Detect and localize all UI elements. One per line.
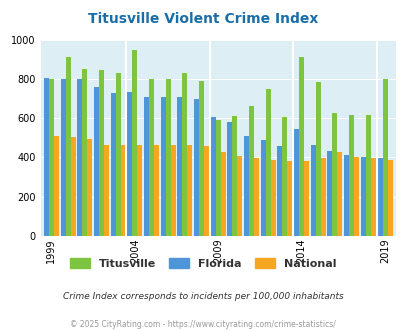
Bar <box>320 158 325 236</box>
Bar <box>127 92 132 236</box>
Bar <box>370 158 375 236</box>
Bar <box>177 97 182 236</box>
Bar <box>49 79 54 236</box>
Text: Titusville Violent Crime Index: Titusville Violent Crime Index <box>87 12 318 25</box>
Bar <box>87 139 92 236</box>
Bar <box>327 150 332 236</box>
Bar <box>298 57 303 236</box>
Bar <box>210 117 215 236</box>
Bar <box>353 157 358 236</box>
Bar <box>120 145 126 236</box>
Bar <box>303 161 308 236</box>
Bar <box>149 79 153 236</box>
Bar <box>99 70 104 236</box>
Bar <box>287 161 292 236</box>
Bar <box>310 145 315 236</box>
Bar <box>293 129 298 236</box>
Bar <box>220 151 225 236</box>
Bar <box>111 93 115 236</box>
Bar <box>277 146 282 236</box>
Text: © 2025 CityRating.com - https://www.cityrating.com/crime-statistics/: © 2025 CityRating.com - https://www.city… <box>70 320 335 329</box>
Bar <box>265 89 270 236</box>
Bar <box>337 151 342 236</box>
Bar <box>194 99 198 236</box>
Bar <box>70 137 75 236</box>
Bar <box>332 113 337 236</box>
Bar <box>137 145 142 236</box>
Bar <box>377 158 382 236</box>
Bar <box>348 115 353 236</box>
Bar <box>54 136 59 236</box>
Bar <box>232 116 237 236</box>
Bar <box>227 122 232 236</box>
Bar <box>182 73 187 236</box>
Bar <box>187 145 192 236</box>
Text: Crime Index corresponds to incidents per 100,000 inhabitants: Crime Index corresponds to incidents per… <box>62 292 343 301</box>
Bar <box>170 145 175 236</box>
Bar <box>165 79 170 236</box>
Bar <box>386 160 392 236</box>
Bar <box>160 97 165 236</box>
Bar <box>215 120 220 236</box>
Bar <box>248 106 254 236</box>
Bar <box>104 145 109 236</box>
Bar <box>44 78 49 236</box>
Bar <box>115 73 120 236</box>
Bar <box>94 87 99 236</box>
Bar <box>315 82 320 236</box>
Bar <box>153 145 159 236</box>
Bar <box>204 146 209 236</box>
Bar <box>360 157 365 236</box>
Bar <box>343 155 348 236</box>
Bar <box>382 79 386 236</box>
Bar <box>132 50 137 236</box>
Bar <box>260 140 265 236</box>
Legend: Titusville, Florida, National: Titusville, Florida, National <box>65 254 340 273</box>
Bar <box>365 115 370 236</box>
Bar <box>254 158 258 236</box>
Bar <box>77 79 82 236</box>
Bar <box>270 160 275 236</box>
Bar <box>144 97 149 236</box>
Bar <box>82 69 87 236</box>
Bar <box>198 81 204 236</box>
Bar <box>243 136 248 236</box>
Bar <box>237 156 242 236</box>
Bar <box>282 117 287 236</box>
Bar <box>60 79 66 236</box>
Bar <box>66 57 70 236</box>
